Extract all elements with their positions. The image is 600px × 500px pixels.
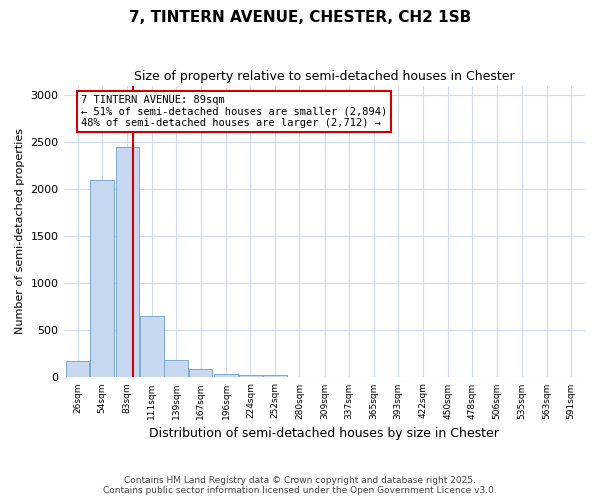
Title: Size of property relative to semi-detached houses in Chester: Size of property relative to semi-detach… xyxy=(134,70,515,83)
Bar xyxy=(189,369,212,378)
Text: 7 TINTERN AVENUE: 89sqm
← 51% of semi-detached houses are smaller (2,894)
48% of: 7 TINTERN AVENUE: 89sqm ← 51% of semi-de… xyxy=(81,95,387,128)
X-axis label: Distribution of semi-detached houses by size in Chester: Distribution of semi-detached houses by … xyxy=(149,427,499,440)
Bar xyxy=(90,180,114,378)
Bar xyxy=(116,147,139,378)
Bar xyxy=(164,360,188,378)
Bar xyxy=(140,316,164,378)
Text: Contains HM Land Registry data © Crown copyright and database right 2025.
Contai: Contains HM Land Registry data © Crown c… xyxy=(103,476,497,495)
Y-axis label: Number of semi-detached properties: Number of semi-detached properties xyxy=(15,128,25,334)
Text: 7, TINTERN AVENUE, CHESTER, CH2 1SB: 7, TINTERN AVENUE, CHESTER, CH2 1SB xyxy=(129,10,471,25)
Bar xyxy=(66,361,89,378)
Bar xyxy=(239,374,262,378)
Bar xyxy=(214,374,238,378)
Bar xyxy=(263,375,287,378)
